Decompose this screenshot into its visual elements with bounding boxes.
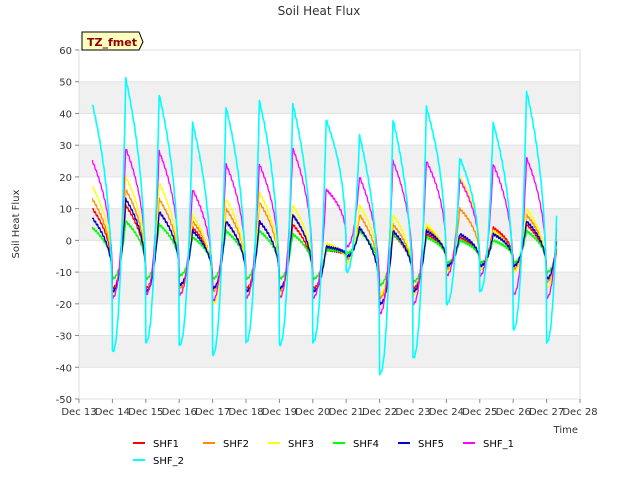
series-line-shf_2 <box>91 76 558 376</box>
tz-annotation: TZ_fmet <box>81 31 144 51</box>
x-tick-label: Dec 27 <box>529 407 564 418</box>
y-tick-label: -40 <box>56 363 72 374</box>
plot-band <box>79 208 580 241</box>
x-axis-label: Time <box>553 425 578 436</box>
y-tick-label: -30 <box>56 332 72 343</box>
legend-entry: SHF3 <box>288 439 314 450</box>
x-tick-label: Dec 21 <box>329 407 364 418</box>
x-tick-label: Dec 16 <box>162 407 197 418</box>
y-tick-label: 40 <box>59 109 72 120</box>
y-tick-label: -20 <box>56 300 72 311</box>
y-tick-label: 10 <box>59 205 72 216</box>
x-tick-label: Dec 13 <box>61 407 96 418</box>
x-tick-label: Dec 17 <box>195 407 230 418</box>
x-tick-label: Dec 15 <box>128 407 163 418</box>
y-tick-label: 0 <box>66 236 72 247</box>
x-tick-label: Dec 14 <box>95 407 130 418</box>
x-tick-label: Dec 28 <box>562 407 597 418</box>
legend-entry: SHF5 <box>418 439 444 450</box>
legend-entry: SHF1 <box>153 439 179 450</box>
tz-annotation-box <box>81 31 144 51</box>
series-lines <box>91 76 558 376</box>
x-tick-label: Dec 22 <box>362 407 397 418</box>
legend-entry: SHF4 <box>353 439 379 450</box>
x-tick-label: Dec 25 <box>462 407 497 418</box>
y-tick-label: -10 <box>56 268 72 279</box>
legend-entry: SHF_1 <box>483 439 514 450</box>
tz-annotation-label: TZ_fmet <box>87 36 137 49</box>
legend-entry: SHF_2 <box>153 456 184 467</box>
chart-title: Soil Heat Flux <box>278 4 361 18</box>
y-tick-label: 60 <box>59 46 72 57</box>
x-tick-label: Dec 26 <box>496 407 531 418</box>
plot-band <box>79 335 580 368</box>
legend: SHF1 SHF2 SHF3 SHF4 SHF5 SHF_1 SHF_2 <box>133 439 514 467</box>
y-tick-label: 20 <box>59 173 72 184</box>
legend-entry: SHF2 <box>223 439 249 450</box>
y-tick-label: 50 <box>59 78 72 89</box>
x-tick-label: Dec 20 <box>295 407 330 418</box>
plot-band <box>79 81 580 114</box>
y-tick-label: -50 <box>56 395 72 406</box>
y-axis-ticks: -50 -40 -30 -20 -10 0 10 20 30 40 50 60 <box>56 46 580 406</box>
y-axis-label: Soil Heat Flux <box>11 189 22 258</box>
x-tick-label: Dec 23 <box>395 407 430 418</box>
x-tick-label: Dec 19 <box>262 407 297 418</box>
plot-bands <box>79 81 580 368</box>
x-tick-label: Dec 24 <box>429 407 464 418</box>
plot-band <box>79 272 580 304</box>
x-tick-label: Dec 18 <box>228 407 263 418</box>
y-tick-label: 30 <box>59 141 72 152</box>
